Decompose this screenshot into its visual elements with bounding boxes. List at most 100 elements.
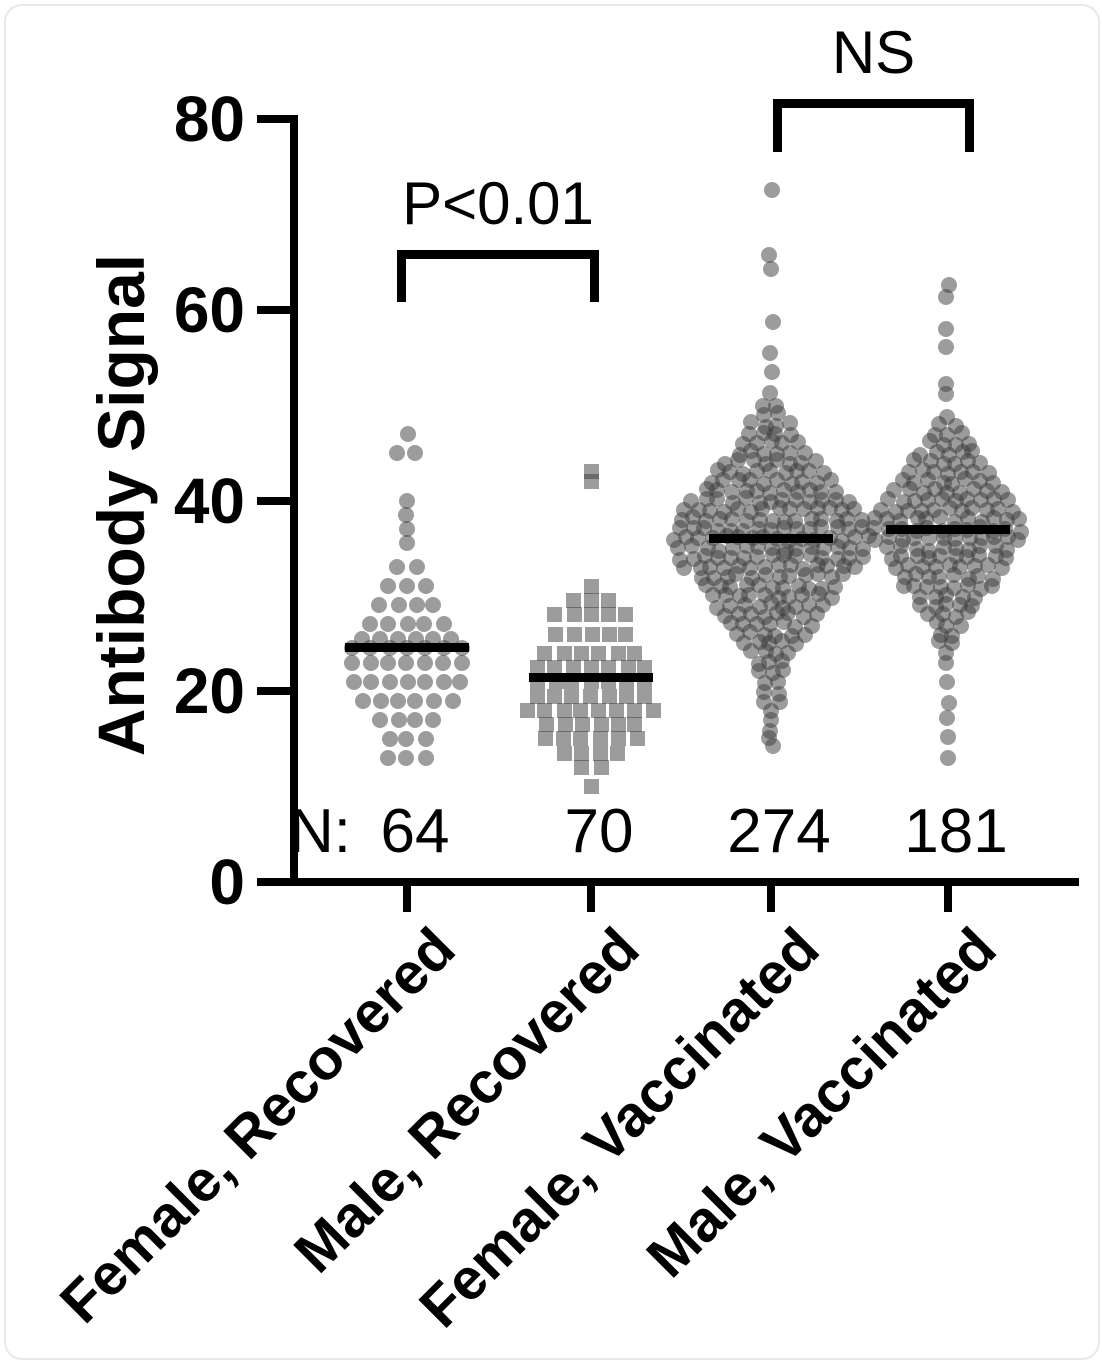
significance-bracket-bar — [397, 249, 599, 259]
data-point — [941, 277, 958, 294]
data-point — [398, 521, 415, 538]
beeswarm-plot: Antibody Signal N: 0 20 40 60 80 64 Female, Re… — [6, 6, 1098, 1358]
data-point — [762, 345, 779, 362]
data-point — [834, 566, 851, 583]
data-point — [382, 673, 399, 690]
data-point — [1010, 511, 1027, 528]
data-point — [557, 745, 573, 761]
data-point — [573, 745, 589, 761]
significance-bracket-arm — [965, 99, 974, 152]
data-point — [627, 702, 643, 718]
data-point — [520, 702, 536, 718]
data-point — [611, 731, 627, 747]
data-point — [636, 688, 652, 704]
data-point — [452, 673, 469, 690]
significance-label: P<0.01 — [402, 169, 594, 237]
data-point — [409, 559, 426, 576]
data-point — [938, 654, 955, 671]
data-point — [390, 597, 407, 614]
data-point — [573, 760, 589, 776]
x-tick — [944, 885, 952, 912]
data-point — [426, 692, 443, 709]
data-point — [556, 645, 572, 661]
data-point — [602, 688, 618, 704]
data-point — [593, 717, 609, 733]
data-point — [538, 717, 554, 733]
data-point — [618, 626, 634, 642]
data-point — [424, 597, 441, 614]
data-point — [629, 731, 645, 747]
data-point — [762, 385, 779, 402]
data-point — [407, 711, 424, 728]
data-point — [389, 692, 406, 709]
data-point — [601, 659, 617, 675]
data-point — [343, 654, 360, 671]
data-point — [573, 702, 589, 718]
data-point — [593, 731, 609, 747]
data-point — [380, 616, 397, 633]
y-tick-label: 0 — [209, 846, 245, 918]
data-point — [611, 717, 627, 733]
data-point — [959, 604, 976, 621]
data-point — [408, 597, 425, 614]
y-tick — [257, 305, 290, 314]
data-point — [902, 480, 919, 497]
data-point — [583, 473, 599, 489]
data-point — [619, 688, 635, 704]
data-point — [390, 711, 407, 728]
data-point — [434, 654, 451, 671]
significance-bracket-arm — [773, 99, 782, 152]
data-point — [611, 645, 627, 661]
data-point — [436, 616, 453, 633]
y-tick — [257, 687, 290, 696]
y-tick-label: 40 — [173, 464, 245, 537]
median-line — [886, 524, 1010, 534]
y-axis-line — [290, 115, 298, 886]
data-point — [730, 452, 747, 469]
data-point — [363, 673, 380, 690]
data-point — [601, 607, 617, 623]
data-point — [591, 645, 607, 661]
n-count-label: 181 — [904, 797, 1008, 866]
data-point — [417, 654, 434, 671]
data-point — [566, 593, 582, 609]
data-point — [397, 750, 414, 766]
data-point — [556, 702, 572, 718]
data-point — [362, 654, 379, 671]
data-point — [765, 313, 782, 330]
data-point — [708, 490, 725, 507]
data-point — [584, 779, 599, 795]
data-point — [627, 717, 643, 733]
y-tick-label: 20 — [173, 655, 245, 728]
data-point — [959, 576, 976, 593]
data-point — [584, 578, 600, 594]
data-point — [609, 702, 625, 718]
data-point — [810, 566, 827, 583]
data-point — [939, 729, 956, 746]
data-point — [980, 557, 997, 574]
data-point — [435, 673, 452, 690]
data-point — [371, 711, 388, 728]
data-point — [609, 745, 625, 761]
data-point — [445, 692, 462, 709]
x-tick — [587, 885, 595, 912]
data-point — [763, 364, 780, 381]
data-point — [399, 535, 416, 552]
median-line — [345, 642, 469, 652]
data-point — [380, 578, 397, 595]
data-point — [424, 711, 441, 728]
data-point — [938, 338, 955, 355]
data-point — [938, 289, 955, 306]
data-point — [764, 181, 780, 198]
data-point — [380, 750, 397, 766]
data-point — [406, 692, 423, 709]
data-point — [538, 731, 554, 747]
data-point — [398, 730, 415, 747]
data-point — [684, 538, 701, 555]
data-point — [370, 597, 387, 614]
data-point — [399, 673, 416, 690]
data-point — [939, 749, 956, 766]
data-point — [921, 530, 938, 547]
data-point — [637, 659, 653, 675]
data-point — [407, 444, 424, 461]
